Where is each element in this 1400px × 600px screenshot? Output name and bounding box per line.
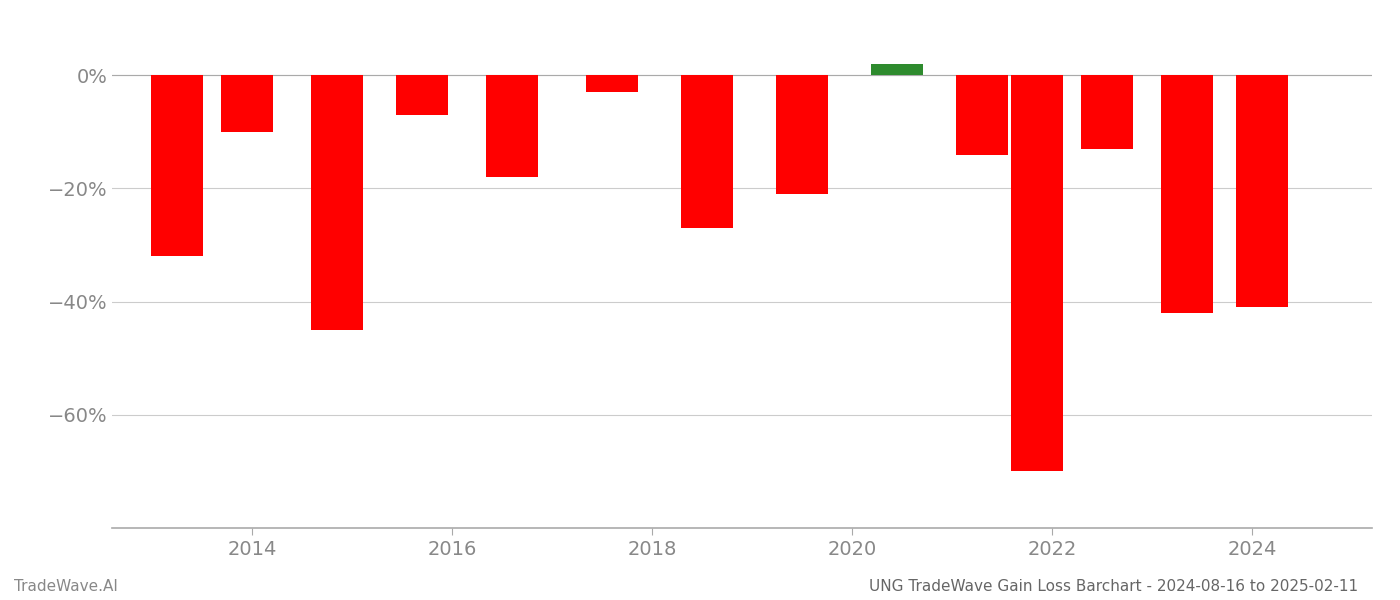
Bar bbox=[396, 75, 448, 115]
Bar bbox=[1081, 75, 1133, 149]
Bar bbox=[1011, 75, 1063, 472]
Bar bbox=[871, 64, 923, 75]
Text: TradeWave.AI: TradeWave.AI bbox=[14, 579, 118, 594]
Bar bbox=[486, 75, 538, 177]
Bar bbox=[776, 75, 827, 194]
Bar bbox=[311, 75, 363, 330]
Bar bbox=[151, 75, 203, 256]
Bar bbox=[221, 75, 273, 132]
Bar bbox=[1236, 75, 1288, 307]
Bar bbox=[956, 75, 1008, 154]
Bar bbox=[680, 75, 734, 228]
Bar bbox=[1161, 75, 1212, 313]
Bar bbox=[587, 75, 638, 92]
Text: UNG TradeWave Gain Loss Barchart - 2024-08-16 to 2025-02-11: UNG TradeWave Gain Loss Barchart - 2024-… bbox=[869, 579, 1358, 594]
